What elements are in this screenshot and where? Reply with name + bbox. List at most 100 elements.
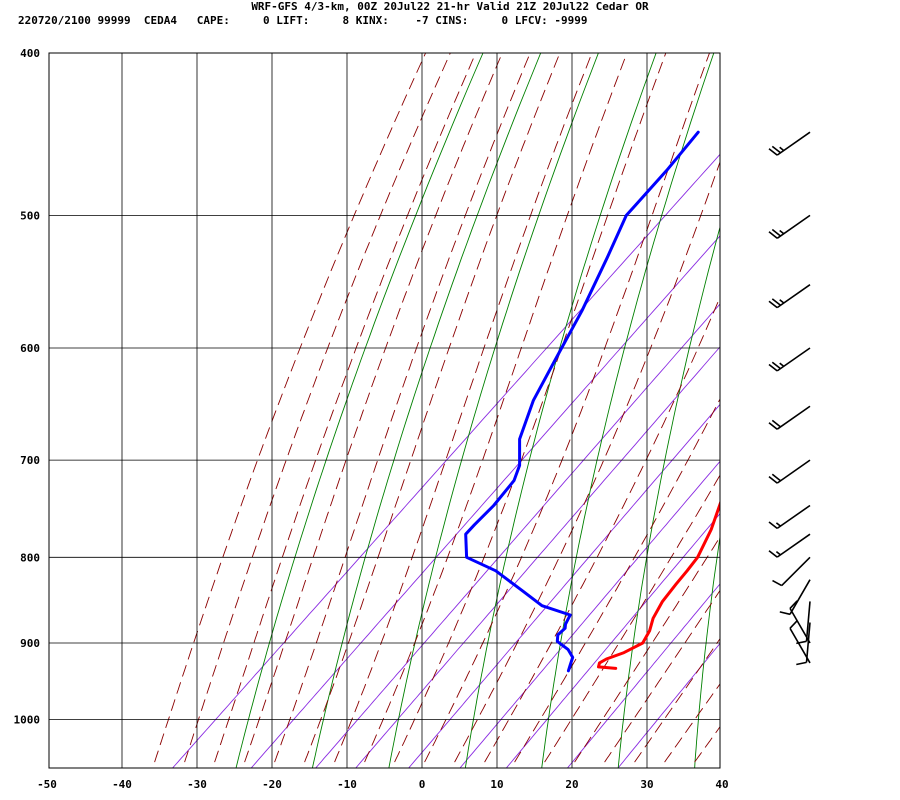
wind-barb-flag: [771, 361, 781, 370]
dry-adiabat: [617, 225, 720, 768]
dry-adiabat: [541, 53, 715, 768]
wind-barb: [789, 620, 811, 664]
mixing-ratio-line: [250, 235, 720, 768]
wind-barb-staff: [776, 504, 811, 530]
mixing-ratio-line: [315, 303, 720, 768]
wind-barb-staff: [776, 284, 811, 309]
wind-barb-flag: [771, 298, 781, 306]
wind-barb: [768, 533, 811, 558]
wind-barb: [779, 579, 811, 616]
wind-barb: [768, 214, 811, 239]
moist-adiabat: [604, 589, 720, 763]
axis-labels: 400 500 600 700 800 900 1000 -50 -40 -30 -20 -10 0 10…: [14, 47, 729, 791]
moist-adiabat: [424, 53, 710, 763]
mixing-ratio-line: [408, 403, 720, 768]
moist-adiabat: [364, 53, 628, 763]
wind-barb-flag: [768, 148, 778, 156]
mixing-ratio-line: [505, 512, 720, 768]
moist-adiabat: [514, 398, 720, 763]
temperature-tick-label: -50: [37, 778, 57, 791]
wind-barb-flag: [771, 145, 781, 154]
temperature-tick-label: -40: [112, 778, 132, 791]
wind-barb-flag: [768, 300, 778, 309]
moist-adiabat: [184, 53, 451, 763]
wind-barb: [768, 405, 811, 430]
sounding-traces: [464, 130, 720, 673]
sounding-stats-line: 220720/2100 99999 CEDA4 CAPE: 0 LIFT: 8 …: [18, 14, 588, 27]
wind-barb-halfflag: [779, 146, 785, 152]
wind-barb-flag: [768, 231, 778, 239]
wind-barb-flag: [768, 550, 778, 558]
dewpoint-trace: [464, 130, 700, 673]
wind-barb-staff: [805, 601, 811, 642]
temperature-tick-label: 40: [715, 778, 728, 791]
wind-barb-flag: [789, 600, 798, 609]
moist-adiabat: [304, 53, 561, 763]
wind-barb-flag: [768, 521, 778, 530]
temperature-tick-label: -10: [337, 778, 357, 791]
dry-adiabat: [235, 53, 484, 768]
temperature-trace: [597, 499, 720, 670]
wind-barb-flag: [771, 228, 781, 237]
wind-barb: [789, 600, 811, 644]
temperature-tick-label: 30: [640, 778, 653, 791]
wind-barb-flag: [796, 661, 807, 666]
wind-barb: [768, 284, 811, 309]
wind-barb-flag: [768, 363, 778, 372]
wind-barb-staff: [789, 627, 811, 664]
dry-adiabat: [464, 53, 657, 768]
wind-barb-flag: [771, 419, 781, 428]
wind-barb: [768, 504, 811, 530]
wind-barb-staff: [789, 579, 811, 615]
moist-adiabat: [664, 683, 720, 763]
moist-adiabat: [544, 474, 720, 763]
moist-adiabat: [154, 53, 427, 763]
moist-adiabat: [244, 53, 503, 763]
wind-barb-flag: [779, 611, 791, 616]
wind-barbs: [768, 131, 811, 666]
moist-adiabat: [725, 16, 900, 762]
dry-adiabat: [311, 53, 542, 768]
wind-barb-flag: [772, 579, 783, 587]
dry-adiabat: [847, 16, 900, 776]
wind-barb-flag: [768, 475, 778, 484]
plot-frame: [48, 52, 721, 769]
temperature-tick-label: -20: [262, 778, 282, 791]
wind-barb-flag: [771, 473, 781, 482]
wind-barb-halfflag: [775, 550, 782, 556]
wind-barb: [768, 347, 811, 372]
pressure-tick-label: 600: [20, 342, 40, 355]
wind-barb-staff: [776, 347, 811, 372]
temperature-tick-label: -30: [187, 778, 207, 791]
pressure-tick-label: 700: [20, 454, 40, 467]
wind-barb-staff: [805, 622, 811, 663]
wind-barb: [796, 622, 811, 666]
wind-barb-staff: [776, 131, 811, 156]
wind-barb-halfflag: [779, 362, 785, 368]
wind-barb: [768, 459, 811, 484]
moist-adiabat: [454, 160, 720, 763]
temperature-tick-label: 20: [565, 778, 578, 791]
mixing-ratio-line: [617, 642, 720, 768]
dry-adiabat: [771, 16, 898, 776]
moist-adiabat: [755, 16, 900, 762]
temperature-tick-label: 10: [490, 778, 503, 791]
wind-barb-flag: [768, 422, 778, 430]
dry-adiabat: [388, 53, 599, 768]
moist-adiabat: [214, 53, 477, 763]
wind-barb-staff: [776, 533, 811, 558]
moist-adiabat: [484, 296, 720, 763]
moist-adiabat: [694, 725, 720, 763]
dry-adiabat: [694, 534, 720, 768]
moist-adiabat: [574, 536, 720, 763]
pressure-tick-label: 400: [20, 47, 40, 60]
chart-title: WRF-GFS 4/3-km, 00Z 20Jul22 21-hr Valid …: [251, 0, 649, 13]
wind-barb: [768, 131, 811, 156]
wind-barb-halfflag: [775, 522, 781, 527]
wind-barb-staff: [789, 607, 811, 644]
moist-adiabat: [394, 53, 667, 763]
mixing-ratio-line: [355, 346, 720, 768]
wind-barb-staff: [781, 556, 811, 587]
temperature-tick-label: 0: [419, 778, 426, 791]
